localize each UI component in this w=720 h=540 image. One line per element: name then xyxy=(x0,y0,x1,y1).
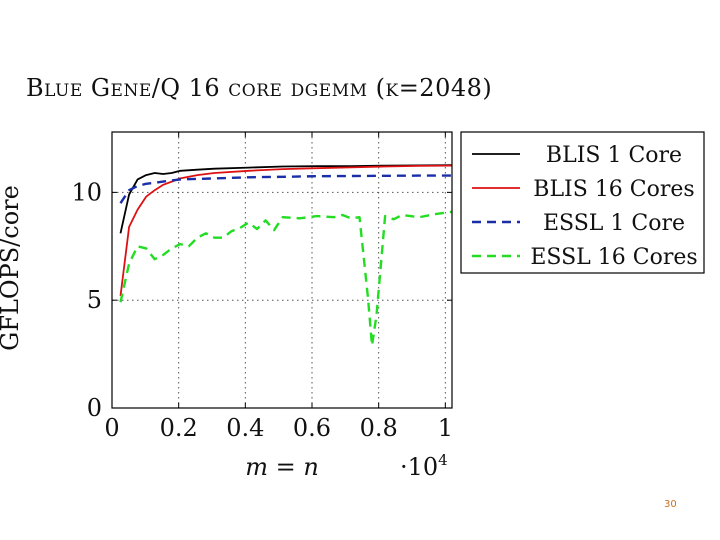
slide-title: Blue Gene/Q 16 core dgemm (k=2048) xyxy=(26,74,493,102)
y-tick-label: 5 xyxy=(87,286,102,314)
y-axis-label: GFLOPS/core xyxy=(0,185,24,351)
x-tick-label: 1 xyxy=(438,414,453,442)
x-tick-label: 0.4 xyxy=(226,414,264,442)
legend-box xyxy=(460,131,705,274)
x-tick-label: 0.2 xyxy=(160,414,198,442)
plot-frame xyxy=(111,131,453,409)
legend-entry-label: BLIS 16 Cores xyxy=(533,177,694,202)
y-tick-label: 10 xyxy=(71,178,102,206)
legend: BLIS 1 Core BLIS 16 Cores ESSL 1 Core ESSL … xyxy=(460,131,705,274)
legend-entry-label: ESSL 16 Cores xyxy=(530,245,697,270)
series-line-blis-1-core xyxy=(119,164,453,234)
x-tick-label: 0.8 xyxy=(360,414,398,442)
x-tick-label: 0 xyxy=(104,414,119,442)
x-axis-label: m = n xyxy=(245,453,319,481)
legend-entry-label: ESSL 1 Core xyxy=(543,211,685,236)
series-line-essl-1-core xyxy=(119,174,452,204)
y-tick-label: 0 xyxy=(87,394,102,422)
x-axis-multiplier: ·104 xyxy=(400,451,448,481)
x-tick-label: 0.6 xyxy=(293,414,331,442)
legend-entry-label: BLIS 1 Core xyxy=(546,143,682,168)
page-number: 30 xyxy=(664,499,677,510)
series-line-essl-16-cores xyxy=(119,210,453,347)
x-axis-multiplier-exponent: 4 xyxy=(438,451,448,469)
series-layer xyxy=(119,164,453,347)
series-line-blis-16-cores xyxy=(119,164,453,297)
x-axis-multiplier-base: ·10 xyxy=(400,453,438,481)
